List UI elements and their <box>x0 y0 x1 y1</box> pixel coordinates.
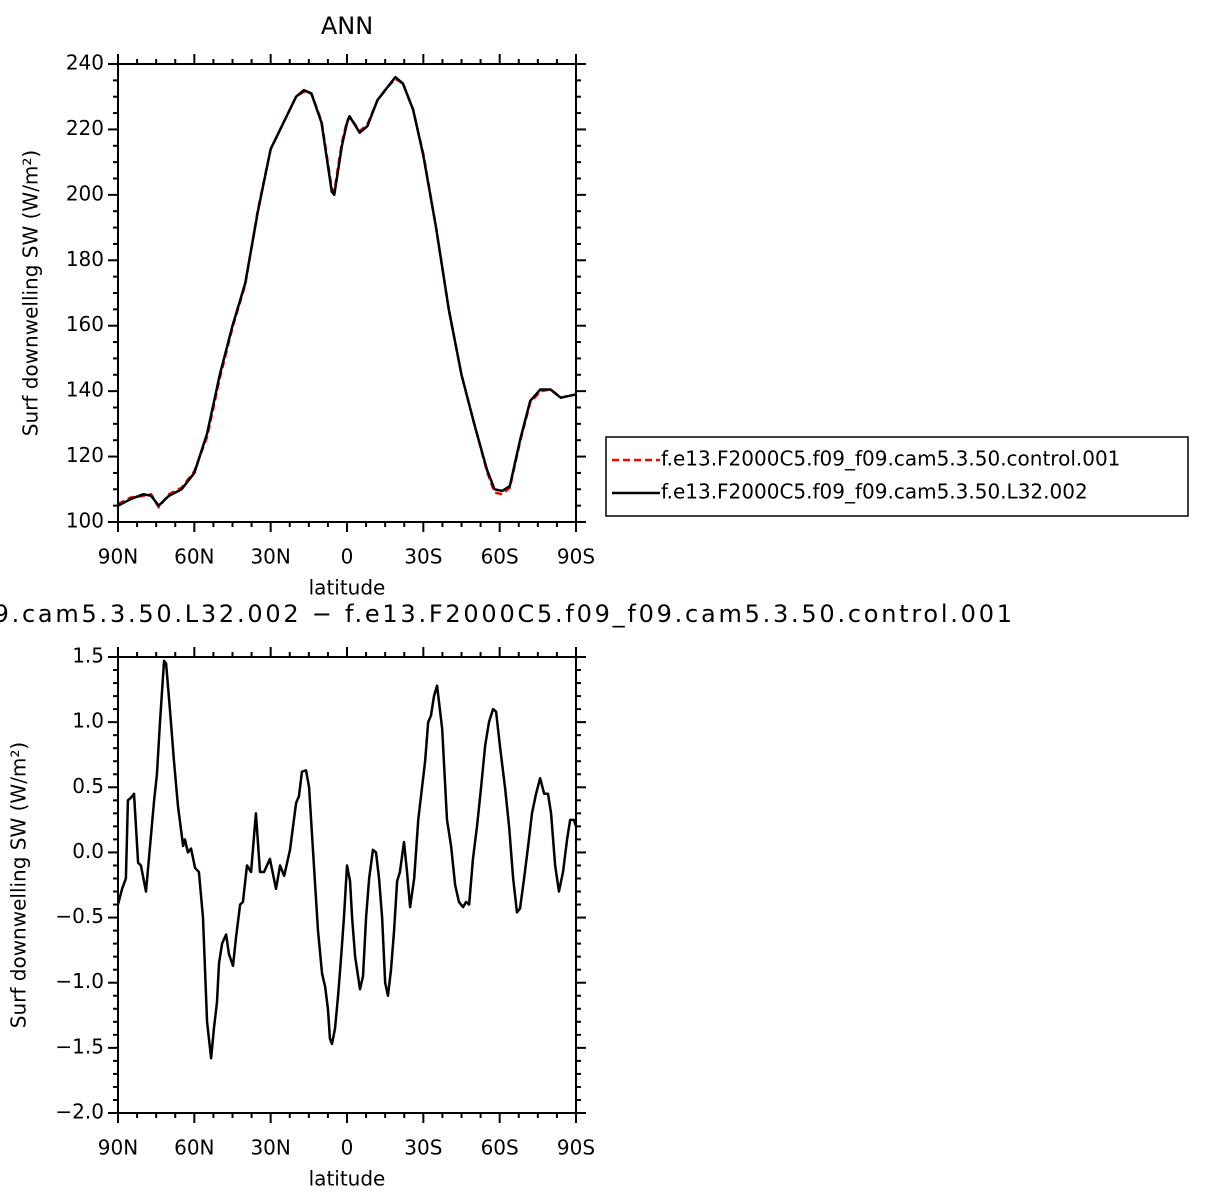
y-tick-label: 200 <box>66 181 104 205</box>
y-tick-label: −2.0 <box>55 1100 104 1124</box>
y-axis-label: Surf downwelling SW (W/m²) <box>19 150 43 436</box>
x-tick-label: 60S <box>481 1136 519 1160</box>
x-tick-label: 30S <box>404 1136 442 1160</box>
data-line <box>116 659 578 1060</box>
data-line <box>117 77 577 509</box>
y-tick-label: 0.0 <box>72 839 104 863</box>
legend-box <box>605 436 1189 517</box>
y-tick-label: 1.0 <box>72 709 104 733</box>
y-tick-label: 140 <box>66 378 104 402</box>
y-tick-label: 0.5 <box>72 774 104 798</box>
plot-frame <box>117 656 577 1114</box>
x-tick-label: 30N <box>250 545 290 569</box>
data-line <box>117 75 577 507</box>
y-tick-label: 120 <box>66 443 104 467</box>
y-tick-label: −1.5 <box>55 1034 104 1058</box>
x-tick-label: 60N <box>174 1136 214 1160</box>
x-tick-label: 90N <box>98 1136 138 1160</box>
y-axis-label: Surf downwelling SW (W/m²) <box>7 742 31 1028</box>
chart-title: f.e13.F2000C5.f09_f09.cam5.3.50.L32.002 … <box>0 600 1012 628</box>
y-tick-label: 1.5 <box>72 644 104 668</box>
y-tick-label: 240 <box>66 51 104 75</box>
y-tick-label: 100 <box>66 509 104 533</box>
y-tick-label: −0.5 <box>55 904 104 928</box>
chart-title: ANN <box>321 12 373 40</box>
x-tick-label: 90N <box>98 545 138 569</box>
x-tick-label: 90S <box>557 1136 595 1160</box>
x-tick-label: 0 <box>341 545 354 569</box>
plot-frame <box>117 63 577 523</box>
x-tick-label: 60S <box>481 545 519 569</box>
x-tick-label: 30N <box>250 1136 290 1160</box>
legend-label: f.e13.F2000C5.f09_f09.cam5.3.50.L32.002 <box>661 480 1088 504</box>
plot: f.e13.F2000C5.f09_f09.cam5.3.50.L32.002 … <box>0 600 1012 1191</box>
y-tick-label: 180 <box>66 247 104 271</box>
y-tick-label: −1.0 <box>55 969 104 993</box>
plot: ANN 100 120 140 160 180 200 220 240 90N 60N 30N 0 30S… <box>19 12 1189 600</box>
x-tick-label: 0 <box>341 1136 354 1160</box>
legend-label: f.e13.F2000C5.f09_f09.cam5.3.50.control.… <box>661 447 1120 471</box>
y-tick-label: 220 <box>66 116 104 140</box>
x-axis-label: latitude <box>309 1167 386 1191</box>
y-tick-label: 160 <box>66 312 104 336</box>
x-tick-label: 90S <box>557 545 595 569</box>
x-axis-label: latitude <box>309 576 386 600</box>
x-tick-label: 60N <box>174 545 214 569</box>
x-tick-label: 30S <box>404 545 442 569</box>
